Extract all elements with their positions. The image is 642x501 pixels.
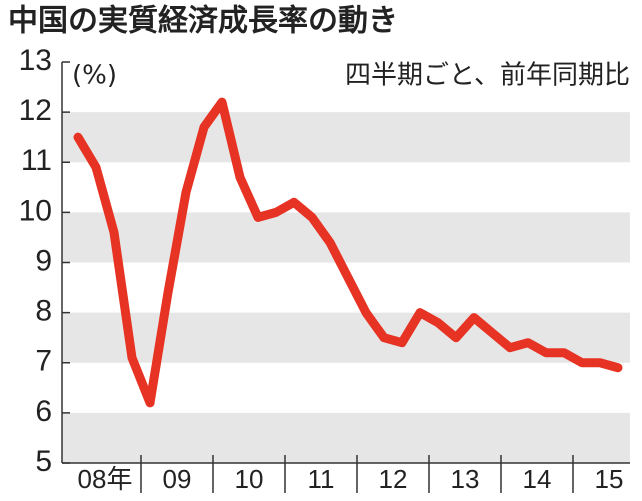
y-tick-label: 9 bbox=[35, 244, 52, 277]
subtitle: 四半期ごと、前年同期比 bbox=[345, 61, 630, 91]
x-tick-label: 09 bbox=[163, 464, 192, 494]
data-line bbox=[73, 97, 623, 408]
grid-band bbox=[62, 212, 630, 263]
plot-background bbox=[62, 112, 630, 463]
x-tick-label: 08年 bbox=[78, 464, 133, 494]
y-tick-label: 12 bbox=[19, 94, 52, 127]
y-tick-label: 13 bbox=[19, 44, 52, 77]
grid-band bbox=[62, 112, 630, 163]
x-tick-label: 15 bbox=[595, 464, 624, 494]
grid-band bbox=[62, 412, 630, 463]
y-tick-label: 8 bbox=[35, 295, 52, 328]
y-tick-label: 10 bbox=[19, 194, 52, 227]
chart-title: 中国の実質経済成長率の動き bbox=[8, 4, 398, 39]
x-tick-label: 12 bbox=[379, 464, 408, 494]
y-tick-label: 6 bbox=[35, 395, 52, 428]
x-tick-label: 13 bbox=[451, 464, 480, 494]
x-tick-label: 10 bbox=[235, 464, 264, 494]
y-tick-label: 7 bbox=[35, 345, 52, 378]
y-tick-label: 11 bbox=[21, 144, 52, 177]
y-tick-label: 5 bbox=[35, 445, 52, 478]
x-tick-label: 14 bbox=[523, 464, 552, 494]
y-unit: (%) bbox=[72, 61, 117, 91]
x-tick-label: 11 bbox=[308, 464, 335, 494]
